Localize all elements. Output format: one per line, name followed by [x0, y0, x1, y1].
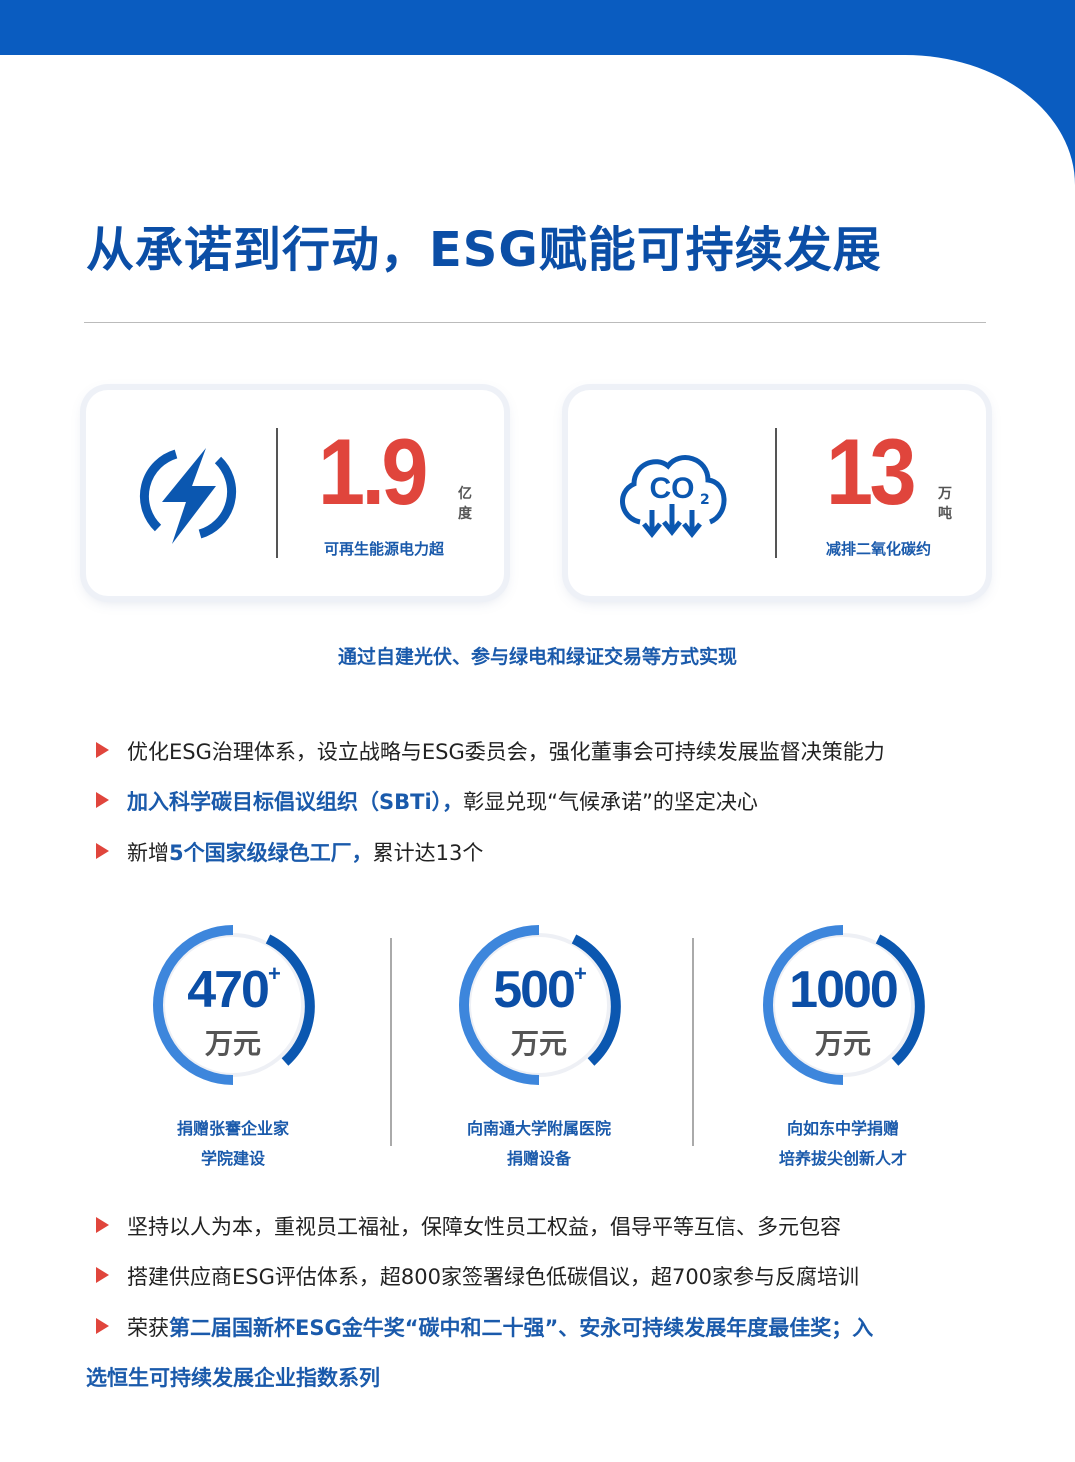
bullet-text: 累计达13个	[372, 841, 484, 865]
co2-reduction-card: CO 2 13 万吨 减排二氧化碳约	[568, 390, 986, 596]
donation-ring: 1000 万元	[760, 922, 926, 1088]
bullet-item: 优化ESG治理体系，设立战略与ESG委员会，强化董事会可持续发展监督决策能力	[96, 736, 885, 766]
content-panel	[0, 55, 1075, 1462]
co2-cloud-icon: CO 2	[620, 455, 727, 539]
renewable-energy-card: 1.9 亿度 可再生能源电力超	[86, 390, 504, 596]
bullet-item: 坚持以人为本，重视员工福祉，保障女性员工权益，倡导平等互信、多元包容	[96, 1211, 841, 1241]
donation-value: 1000	[789, 961, 899, 1019]
stat-caption: 可再生能源电力超	[324, 540, 445, 558]
donation-ring: 500+ 万元	[456, 922, 622, 1088]
highlight-text: 加入科学碳目标倡议组织（SBTi），	[127, 790, 464, 814]
triangle-bullet-icon	[96, 843, 109, 859]
stat-unit: 万吨	[938, 486, 952, 522]
page-title: 从承诺到行动，ESG赋能可持续发展	[86, 222, 882, 278]
bullet-text: 搭建供应商ESG评估体系，超800家签署绿色低碳倡议，超700家参与反腐培训	[127, 1265, 860, 1289]
donation-value: 500+	[493, 961, 587, 1019]
donation-ring: 470+ 万元	[150, 922, 316, 1088]
stat-unit: 亿度	[458, 486, 472, 522]
donation-caption: 捐赠张謇企业家 学院建设	[176, 1119, 289, 1168]
donation-unit: 万元	[510, 1027, 567, 1060]
bullet-text: 荣获	[127, 1316, 169, 1340]
bullet-text: 彰显兑现“气候承诺”的坚定决心	[463, 790, 758, 814]
ring-arc-icon	[459, 925, 621, 1085]
lightning-icon	[139, 448, 237, 544]
stat-value: 1.9	[318, 419, 428, 524]
donation-value: 470+	[187, 961, 281, 1019]
donation-caption: 向如东中学捐赠 培养拔尖创新人才	[778, 1119, 907, 1168]
stat-value: 13	[826, 419, 916, 524]
donation-unit: 万元	[204, 1027, 261, 1060]
ring-arc-icon	[763, 925, 925, 1085]
triangle-bullet-icon	[96, 1318, 109, 1334]
highlight-text: 第二届国新杯ESG金牛奖“碳中和二十强”、安永可持续发展年度最佳奖；入	[169, 1316, 874, 1340]
card-divider	[775, 428, 777, 558]
column-divider	[390, 938, 392, 1146]
bullet-continuation: 选恒生可持续发展企业指数系列	[86, 1366, 380, 1390]
highlight-text: 5个国家级绿色工厂，	[169, 841, 373, 865]
bullet-text: 新增	[127, 841, 169, 865]
bullet-item: 新增5个国家级绿色工厂，累计达13个	[96, 837, 483, 867]
card-divider	[276, 428, 278, 558]
donation-caption: 向南通大学附属医院 捐赠设备	[466, 1119, 611, 1168]
divider	[84, 322, 986, 323]
triangle-bullet-icon	[96, 792, 109, 808]
svg-text:2: 2	[700, 492, 710, 508]
triangle-bullet-icon	[96, 742, 109, 758]
bullet-item: 搭建供应商ESG评估体系，超800家签署绿色低碳倡议，超700家参与反腐培训	[96, 1261, 859, 1291]
triangle-bullet-icon	[96, 1267, 109, 1283]
donation-unit: 万元	[814, 1027, 871, 1060]
ring-arc-icon	[153, 925, 315, 1085]
bullet-item: 荣获第二届国新杯ESG金牛奖“碳中和二十强”、安永可持续发展年度最佳奖；入	[96, 1312, 873, 1342]
triangle-bullet-icon	[96, 1217, 109, 1233]
svg-text:CO: CO	[650, 472, 695, 505]
stat-caption: 减排二氧化碳约	[826, 540, 932, 558]
bullet-item: 加入科学碳目标倡议组织（SBTi），彰显兑现“气候承诺”的坚定决心	[96, 786, 758, 816]
column-divider	[692, 938, 694, 1146]
bullet-text: 坚持以人为本，重视员工福祉，保障女性员工权益，倡导平等互信、多元包容	[127, 1215, 841, 1239]
bullet-text: 优化ESG治理体系，设立战略与ESG委员会，强化董事会可持续发展监督决策能力	[127, 740, 885, 764]
subtitle: 通过自建光伏、参与绿电和绿证交易等方式实现	[337, 646, 737, 668]
